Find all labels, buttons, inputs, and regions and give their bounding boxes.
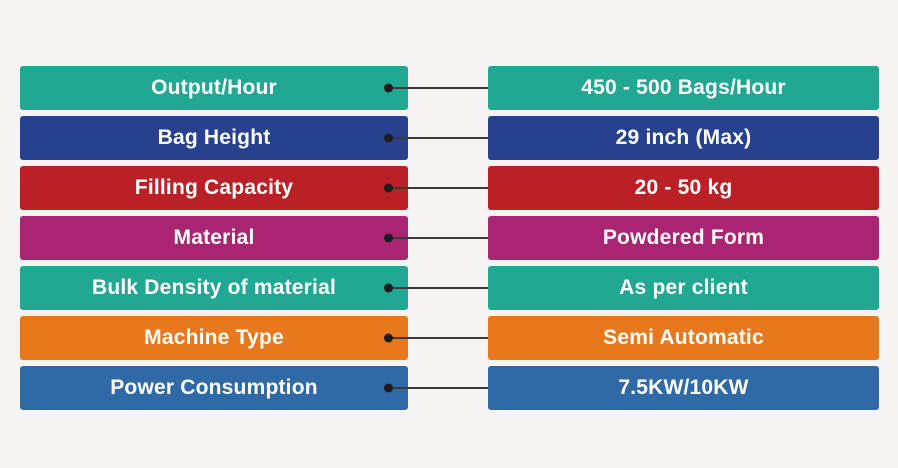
spec-label: Machine Type xyxy=(144,326,284,349)
spec-rows: Output/Hour 450 - 500 Bags/Hour Bag Heig… xyxy=(0,66,898,410)
spec-row-2: Filling Capacity 20 - 50 kg xyxy=(0,166,898,210)
spec-value-bar: 7.5KW/10KW xyxy=(488,366,879,410)
spec-row-1: Bag Height 29 inch (Max) xyxy=(0,116,898,160)
spec-row-4: Bulk Density of material As per client xyxy=(0,266,898,310)
spec-label-bar: Power Consumption xyxy=(20,366,408,410)
spec-row-3: Material Powdered Form xyxy=(0,216,898,260)
spec-value-bar: 450 - 500 Bags/Hour xyxy=(488,66,879,110)
spec-label: Bulk Density of material xyxy=(91,276,337,299)
spec-value-bar: Powdered Form xyxy=(488,216,879,260)
spec-label-bar: Filling Capacity xyxy=(20,166,408,210)
spec-value-bar: Semi Automatic xyxy=(488,316,879,360)
spec-label: Power Consumption xyxy=(110,376,318,399)
spec-value-bar: As per client xyxy=(488,266,879,310)
spec-value-bar: 29 inch (Max) xyxy=(488,116,879,160)
spec-label: Filling Capacity xyxy=(134,176,294,199)
spec-value: Powdered Form xyxy=(602,226,765,249)
spec-row-5: Machine Type Semi Automatic xyxy=(0,316,898,360)
spec-value: 20 - 50 kg xyxy=(634,176,733,199)
spec-row-6: Power Consumption 7.5KW/10KW xyxy=(0,366,898,410)
spec-label: Output/Hour xyxy=(151,76,277,99)
spec-value: 450 - 500 Bags/Hour xyxy=(581,76,786,99)
spec-label-bar: Output/Hour xyxy=(20,66,408,110)
spec-label: Material xyxy=(173,226,255,249)
spec-label-bar: Bag Height xyxy=(20,116,408,160)
spec-label: Bag Height xyxy=(157,126,271,149)
spec-value-bar: 20 - 50 kg xyxy=(488,166,879,210)
spec-row-0: Output/Hour 450 - 500 Bags/Hour xyxy=(0,66,898,110)
spec-label-bar: Machine Type xyxy=(20,316,408,360)
spec-value: 7.5KW/10KW xyxy=(618,376,749,399)
spec-label-bar: Material xyxy=(20,216,408,260)
spec-value: Semi Automatic xyxy=(603,326,764,349)
spec-value: 29 inch (Max) xyxy=(615,126,752,149)
spec-label-bar: Bulk Density of material xyxy=(20,266,408,310)
spec-value: As per client xyxy=(619,276,748,299)
